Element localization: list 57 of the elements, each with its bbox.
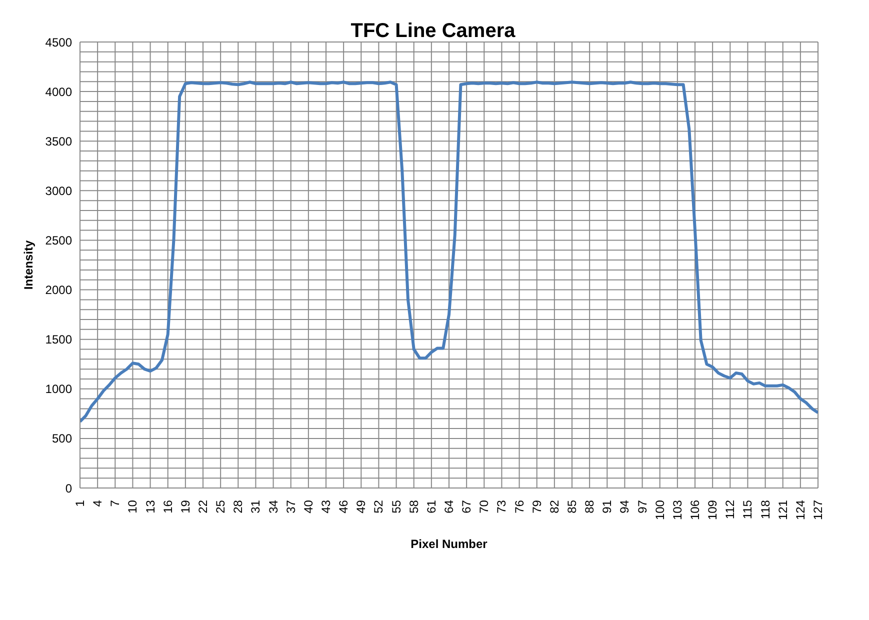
x-tick-label: 82 bbox=[547, 500, 562, 514]
x-tick-label: 61 bbox=[424, 500, 438, 514]
x-tick-label: 97 bbox=[635, 500, 650, 514]
x-tick-label: 46 bbox=[336, 500, 351, 514]
x-tick-label: 76 bbox=[512, 500, 526, 514]
x-tick-label: 7 bbox=[108, 500, 122, 507]
x-tick-label: 28 bbox=[231, 500, 246, 514]
x-tick-label: 106 bbox=[688, 500, 702, 520]
x-tick-label: 85 bbox=[565, 500, 579, 514]
x-tick-label: 118 bbox=[758, 500, 772, 520]
x-tick-label: 34 bbox=[266, 500, 280, 514]
x-tick-label: 94 bbox=[618, 500, 632, 514]
x-tick-label: 115 bbox=[740, 500, 755, 520]
x-tick-label: 52 bbox=[372, 500, 386, 514]
x-tick-label: 40 bbox=[301, 500, 316, 514]
x-tick-label: 103 bbox=[670, 500, 684, 520]
x-tick-label: 67 bbox=[460, 500, 474, 514]
x-tick-label: 64 bbox=[442, 500, 456, 514]
x-tick-label: 16 bbox=[160, 500, 175, 514]
y-tick-label: 3000 bbox=[45, 184, 72, 198]
y-tick-label: 2500 bbox=[45, 233, 72, 248]
x-tick-label: 127 bbox=[811, 500, 825, 520]
y-tick-label: 1500 bbox=[45, 332, 72, 347]
y-tick-label: 4500 bbox=[45, 35, 72, 50]
x-tick-label: 37 bbox=[284, 500, 298, 514]
y-tick-label: 4000 bbox=[45, 84, 72, 99]
x-tick-label: 31 bbox=[248, 500, 263, 514]
y-tick-label: 500 bbox=[52, 432, 72, 446]
x-tick-label: 4 bbox=[90, 500, 105, 507]
x-tick-label: 58 bbox=[406, 500, 421, 514]
x-tick-label: 1 bbox=[73, 500, 87, 507]
y-tick-label: 1000 bbox=[45, 382, 72, 396]
x-tick-label: 100 bbox=[652, 500, 667, 520]
x-tick-label: 49 bbox=[354, 500, 368, 514]
x-tick-label: 109 bbox=[706, 500, 720, 520]
x-tick-label: 10 bbox=[126, 500, 140, 514]
x-tick-label: 25 bbox=[214, 500, 228, 514]
y-tick-label: 2000 bbox=[45, 283, 72, 298]
chart-title: TFC Line Camera bbox=[350, 20, 516, 42]
line-series bbox=[80, 80, 818, 424]
x-tick-label: 73 bbox=[494, 500, 509, 514]
x-tick-label: 43 bbox=[319, 500, 333, 514]
x-tick-label: 88 bbox=[582, 500, 597, 514]
x-tick-label: 91 bbox=[600, 500, 614, 514]
y-tick-label: 0 bbox=[65, 481, 72, 496]
x-tick-label: 124 bbox=[793, 500, 808, 520]
x-tick-label: 70 bbox=[477, 500, 492, 514]
x-tick-label: 55 bbox=[389, 500, 404, 514]
x-tick-label: 121 bbox=[776, 500, 790, 520]
x-tick-label: 79 bbox=[530, 500, 544, 514]
y-tick-label: 3500 bbox=[45, 134, 72, 148]
x-tick-label: 112 bbox=[723, 500, 738, 520]
x-tick-label: 22 bbox=[196, 500, 210, 514]
x-tick-label: 13 bbox=[143, 500, 158, 514]
x-tick-label: 19 bbox=[178, 500, 192, 514]
x-axis-title: Pixel Number bbox=[410, 537, 488, 551]
y-axis-title: Intensity bbox=[21, 240, 36, 290]
